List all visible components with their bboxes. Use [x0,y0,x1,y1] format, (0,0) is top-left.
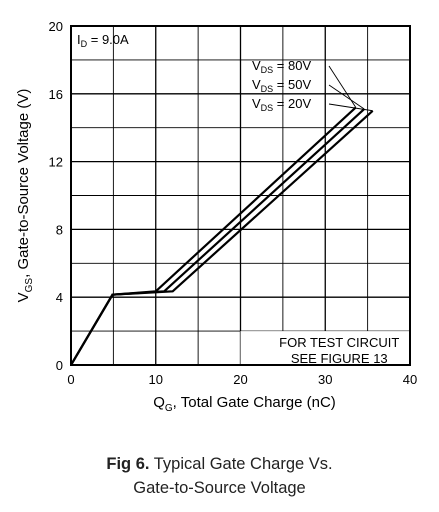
series-labels: VDS = 80V VDS = 50V VDS = 20V [252,58,373,113]
condition-label: ID = 9.0A [77,32,129,49]
caption-title: Typical Gate Charge Vs. [153,455,333,473]
test-circuit-note-box [240,331,410,365]
x-tick-label: 30 [318,372,332,387]
note-line-1: FOR TEST CIRCUIT [279,335,399,350]
figure-caption-line-2: Gate-to-Source Voltage [133,479,306,497]
figure-number: Fig 6. [106,455,150,473]
x-tick-label: 20 [233,372,247,387]
plot-frame [70,25,411,366]
series-label-leader [328,65,357,108]
y-tick-label: 4 [56,290,63,305]
series-label: VDS = 80V [252,58,311,75]
grid [70,25,411,366]
series-line [70,108,365,366]
tick-labels: 0 10 20 30 40 0 4 8 12 16 20 [49,19,418,387]
y-tick-label: 12 [49,155,63,170]
series-label-leader [328,84,365,110]
series-line [70,109,374,366]
series-label: VDS = 20V [252,96,311,113]
series-label-leader [328,103,373,112]
note-line-2: SEE FIGURE 13 [291,351,388,366]
data-series [70,106,374,366]
series-label: VDS = 50V [252,77,311,94]
x-tick-label: 10 [149,372,163,387]
y-tick-label: 16 [49,87,63,102]
y-tick-label: 0 [56,358,63,373]
y-axis-label: VGS, Gate-to-Source Voltage (V) [15,89,35,303]
y-tick-label: 8 [56,222,63,237]
x-tick-label: 40 [403,372,417,387]
figure-caption-line-1: Fig 6. Typical Gate Charge Vs. [0,455,439,474]
x-axis-label: QG, Total Gate Charge (nC) [153,394,336,414]
x-tick-label: 0 [67,372,74,387]
y-tick-label: 20 [49,19,63,34]
